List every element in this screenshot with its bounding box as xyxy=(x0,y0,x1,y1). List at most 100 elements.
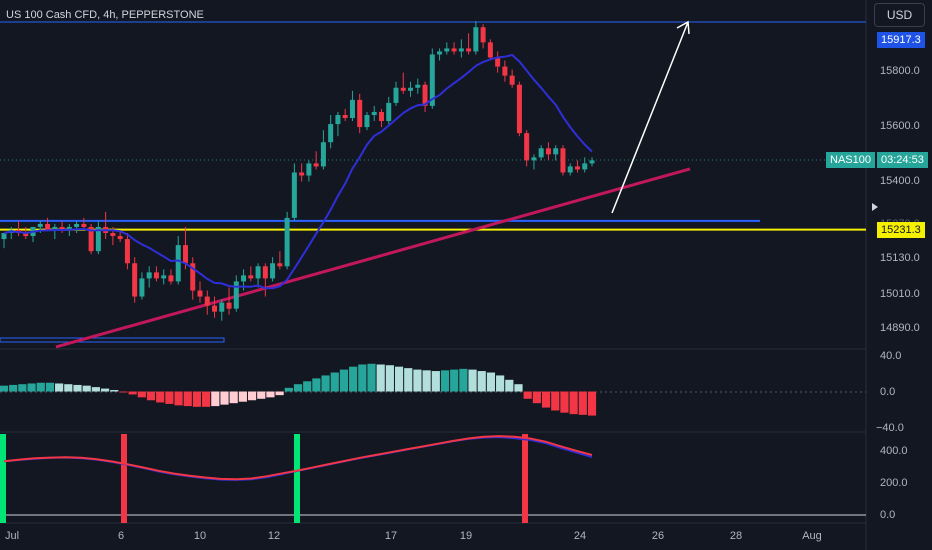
candle-body xyxy=(342,114,348,119)
oscillator-bar xyxy=(303,381,312,392)
candle-body xyxy=(400,87,406,91)
candle-body xyxy=(204,296,210,306)
symbol-tag: NAS100 xyxy=(826,152,875,168)
oscillator-bar xyxy=(293,384,303,392)
candle-body xyxy=(182,245,188,264)
oscillator-bar xyxy=(174,391,183,406)
currency-button[interactable]: USD xyxy=(874,3,925,27)
candle-body xyxy=(291,172,297,218)
oscillator-bar xyxy=(450,369,459,392)
candle-body xyxy=(117,236,123,240)
oscillator-bar xyxy=(64,384,73,392)
oscillator-bar xyxy=(496,375,505,392)
candle-body xyxy=(88,226,94,252)
candle-body xyxy=(255,266,261,279)
oscillator-tick: 40.0 xyxy=(880,350,902,362)
candle-body xyxy=(393,87,399,103)
oscillator-bar xyxy=(82,385,91,392)
candle-body xyxy=(110,233,116,237)
oscillator-bar xyxy=(431,371,440,392)
oscillator-bar xyxy=(73,384,82,392)
oscillator-bar xyxy=(192,391,202,407)
candle-body xyxy=(226,302,232,309)
candle-body xyxy=(270,263,276,279)
candle-body xyxy=(451,48,457,52)
candle-body xyxy=(277,263,283,267)
chart-title: US 100 Cash CFD, 4h, PEPPERSTONE xyxy=(6,9,204,21)
oscillator-bar xyxy=(587,391,597,416)
oscillator-bar xyxy=(119,391,128,393)
time-axis-label: Jul xyxy=(4,530,20,542)
oscillator-bar xyxy=(440,370,450,392)
oscillator-bar xyxy=(100,388,110,392)
oscillator-bar xyxy=(238,391,247,402)
oscillator-bar xyxy=(551,391,560,411)
candle-body xyxy=(480,27,486,43)
oscillator-tick: −40.0 xyxy=(876,422,904,434)
candle-body xyxy=(233,281,239,309)
candle-body xyxy=(422,84,428,106)
oscillator-bar xyxy=(560,391,569,413)
candle-body xyxy=(328,124,334,143)
candle-body xyxy=(175,245,181,282)
price-tick: 15010.0 xyxy=(880,288,920,300)
drawing-layer xyxy=(0,20,866,523)
oscillator-bar xyxy=(459,368,468,392)
candle-body xyxy=(284,217,290,267)
candle-body xyxy=(66,226,72,230)
oscillator-bar xyxy=(413,369,422,392)
candle-body xyxy=(52,226,58,230)
oscillator-bar xyxy=(514,384,523,392)
oscillator-bar xyxy=(91,387,100,392)
candle-body xyxy=(415,84,421,88)
price-tick: 14890.0 xyxy=(880,322,920,334)
candle-body xyxy=(219,302,225,312)
oscillator-bar xyxy=(376,364,385,392)
candle-body xyxy=(95,226,101,252)
candle-body xyxy=(262,266,268,279)
candle-body xyxy=(153,272,159,279)
time-axis-label: Aug xyxy=(802,530,822,542)
time-axis-label: 28 xyxy=(729,530,743,542)
candle-body xyxy=(1,233,7,240)
oscillator-bar xyxy=(358,364,367,392)
time-axis-label: 24 xyxy=(573,530,587,542)
candle-body xyxy=(371,111,377,115)
candle-body xyxy=(306,163,312,176)
candle-body xyxy=(560,148,566,173)
triangle-right-icon[interactable] xyxy=(872,203,878,211)
candle-body xyxy=(487,42,493,58)
oscillator-bar xyxy=(330,372,339,392)
candle-body xyxy=(299,172,305,176)
candle-body xyxy=(74,223,80,227)
oscillator-bar xyxy=(18,384,27,392)
oscillator-bar xyxy=(349,366,358,392)
candle-body xyxy=(168,275,174,282)
signal-bar xyxy=(522,434,528,523)
candle-body xyxy=(349,99,355,119)
countdown-tag: 03:24:53 xyxy=(877,152,928,168)
candle-body xyxy=(524,133,530,161)
oscillator-bar xyxy=(266,391,275,398)
oscillator-bar xyxy=(275,391,284,396)
oscillator-bar xyxy=(183,391,192,407)
signal-bar xyxy=(121,434,127,523)
time-axis-label: 19 xyxy=(459,530,473,542)
oscillator-bar xyxy=(422,370,431,392)
candle-body xyxy=(574,166,580,170)
candle-body xyxy=(241,275,247,282)
candle-body xyxy=(408,87,414,91)
lower-zone-box xyxy=(0,337,225,343)
time-axis-label: 26 xyxy=(651,530,665,542)
candle-body xyxy=(502,66,508,76)
oscillator-bar xyxy=(257,391,266,399)
oscillator-bar xyxy=(367,363,376,392)
candle-body xyxy=(473,27,479,52)
oscillator-bar xyxy=(394,366,404,392)
candle-body xyxy=(212,305,218,312)
candle-body xyxy=(386,102,392,122)
candle-body xyxy=(37,223,43,227)
candle-body xyxy=(146,272,152,279)
candle-body xyxy=(538,148,544,158)
